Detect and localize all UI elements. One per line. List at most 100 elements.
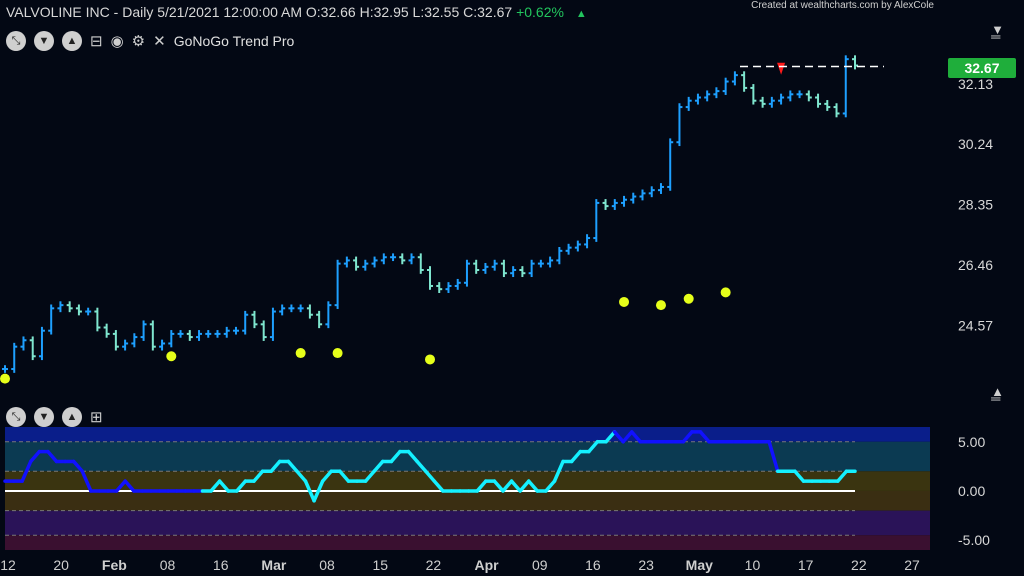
price-bar [205,330,212,338]
price-bar [842,55,849,118]
price-bar [417,253,424,274]
collapse-oscillator-icon[interactable]: ⤡ [6,407,26,427]
price-bar [436,282,443,293]
osc-band [5,427,930,442]
date-tick-label: 10 [745,557,761,573]
osc-segment [286,459,299,474]
price-bar [639,189,646,201]
collapse-pane-icon[interactable]: ⤡ [6,31,26,51]
date-tick-label: 09 [532,557,548,573]
header-separator: - [109,4,123,20]
pane-down-icon[interactable]: ▼ [34,31,54,51]
price-bar [750,84,757,105]
panel-icon[interactable]: ⊟ [90,33,103,50]
price-bar [232,326,239,335]
osc-segment [630,430,643,444]
symbol-name: VALVOLINE INC [6,4,110,20]
price-bar [547,256,554,268]
price-bar [768,96,775,108]
oscillator-pane-toolbar: ⤡ ▼ ▲ ⊞ [6,407,103,427]
osc-segment [252,469,265,483]
osc-segment [123,479,136,493]
price-bar [482,262,489,274]
signal-dot [619,296,630,307]
price-bar [537,259,544,268]
price-bar [408,253,415,265]
osc-segment [587,440,600,454]
price-tick-label: 24.57 [958,317,993,333]
price-bar [85,307,92,316]
price-bar [500,259,507,278]
osc-segment [71,459,85,474]
change-percent: +0.62% [516,4,564,20]
price-bar [445,282,452,293]
price-bar [519,266,526,278]
price-bar [334,259,341,309]
add-pane-icon[interactable]: ⊞ [90,409,103,426]
price-bar [491,259,498,271]
price-bar [390,253,397,262]
close-icon[interactable]: ✕ [153,33,166,50]
date-tick-label: 27 [904,557,920,573]
price-bar [196,330,203,341]
price-bar [584,234,591,249]
price-tick-label: 30.24 [958,136,993,152]
oscillator-bands [5,427,930,550]
price-bar [454,278,461,290]
date-tick-label: 12 [0,557,16,573]
price-bar [630,192,637,204]
price-bar [676,103,683,147]
osc-segment [80,469,93,493]
osc-segment [501,479,514,493]
date-tick-label: 20 [53,557,69,573]
credit-text: Created at wealthcharts.com by AlexCole [751,0,934,11]
price-bars [2,55,858,373]
price-scale-control-icon[interactable]: ▼ ═ [991,22,1004,44]
signal-dot [720,287,731,298]
price-bar [778,93,785,105]
price-bar [260,320,267,341]
price-bar [177,330,184,338]
price-bar [704,90,711,102]
price-bar [713,87,720,99]
price-bar [741,71,748,92]
price-bar [611,199,618,210]
price-bar [371,256,378,268]
osc-segment [475,479,488,493]
osc-tick-label: 5.00 [958,434,985,450]
signal-dot [0,373,10,384]
price-bar [380,253,387,265]
osc-segment [114,479,127,493]
osc-segment [303,479,316,503]
osc-segment [46,449,59,464]
oscillator-up-icon[interactable]: ▲ [62,407,82,427]
price-bar [463,259,470,287]
price-bar [94,307,101,332]
price-bar [2,365,8,373]
price-bar [122,339,129,351]
indicator-name: GoNoGo Trend Pro [173,33,295,49]
price-bar [805,90,812,102]
pane-up-icon[interactable]: ▲ [62,31,82,51]
price-bar [787,90,794,102]
last-price-badge: 32.67 [948,58,1016,78]
osc-segment [29,449,42,464]
osc-band [5,471,930,491]
price-tick-label: 26.46 [958,257,993,273]
eye-icon[interactable]: ◉ [110,33,124,50]
price-bar [621,195,628,207]
price-bar [528,259,535,278]
osc-segment [526,479,540,493]
price-bar [657,183,664,194]
osc-tick-label: -5.00 [958,532,990,548]
price-bar [399,253,406,265]
osc-segment [569,449,583,464]
oscillator-down-icon[interactable]: ▼ [34,407,54,427]
gear-icon[interactable]: ⚙ [131,33,146,50]
price-pane-toolbar: ⤡ ▼ ▲ ⊟ ◉ ⚙ ✕ GoNoGo Trend Pro [6,31,294,51]
price-bar [731,71,738,86]
oscillator-scale-control-icon[interactable]: ▲ ═ [991,384,1004,406]
datetime-label: 5/21/2021 12:00:00 AM [157,4,303,20]
price-bar [11,342,18,373]
